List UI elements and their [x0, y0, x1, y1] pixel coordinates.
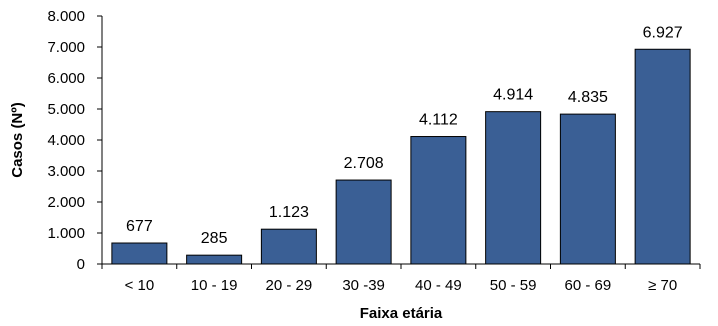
x-tick-label: 40 - 49 [415, 277, 462, 294]
data-label: 1.123 [269, 204, 309, 221]
x-axis-title: Faixa etária [360, 305, 443, 322]
y-tick-label: 0 [77, 256, 85, 273]
x-tick-label: 50 - 59 [490, 277, 537, 294]
y-axis: 0 1.000 2.000 3.000 4.000 5.000 6.000 7.000 8.00… [47, 8, 103, 273]
x-tick-label: 20 - 29 [266, 277, 313, 294]
x-axis: < 10 10 - 19 20 - 29 30 -39 40 - 49 50 - 59 60… [101, 263, 701, 294]
data-label: 285 [201, 230, 228, 247]
bars-group [111, 48, 691, 265]
y-tick-label: 5.000 [47, 101, 85, 118]
y-tick-label: 3.000 [47, 163, 85, 180]
x-tick-label: 60 - 69 [565, 277, 612, 294]
data-label: 6.927 [643, 24, 683, 41]
data-label: 4.914 [493, 87, 533, 104]
x-tick-label: 30 -39 [342, 277, 385, 294]
data-labels-group: 677 285 1.123 2.708 4.112 4.914 4.835 6.927 [126, 24, 683, 247]
bar [111, 242, 168, 265]
x-tick-label: < 10 [125, 277, 155, 294]
y-tick-label: 7.000 [47, 39, 85, 56]
y-axis-title: Casos (Nº) [9, 102, 26, 178]
data-label: 677 [126, 218, 153, 235]
y-tick-label: 4.000 [47, 132, 85, 149]
y-tick-label: 8.000 [47, 8, 85, 25]
data-label: 4.112 [419, 112, 458, 129]
y-tick-label: 6.000 [47, 70, 85, 87]
bar [634, 48, 691, 265]
bar [485, 111, 542, 265]
data-label: 4.835 [568, 89, 608, 106]
x-tick-label: ≥ 70 [648, 277, 677, 294]
y-tick-label: 2.000 [47, 194, 85, 211]
bar [186, 254, 243, 265]
bar [335, 179, 392, 265]
x-tick-label: 10 - 19 [191, 277, 238, 294]
bar [559, 113, 616, 265]
data-label: 2.708 [344, 155, 384, 172]
bar [410, 136, 467, 265]
y-tick-label: 1.000 [47, 225, 85, 242]
bar [260, 228, 317, 265]
